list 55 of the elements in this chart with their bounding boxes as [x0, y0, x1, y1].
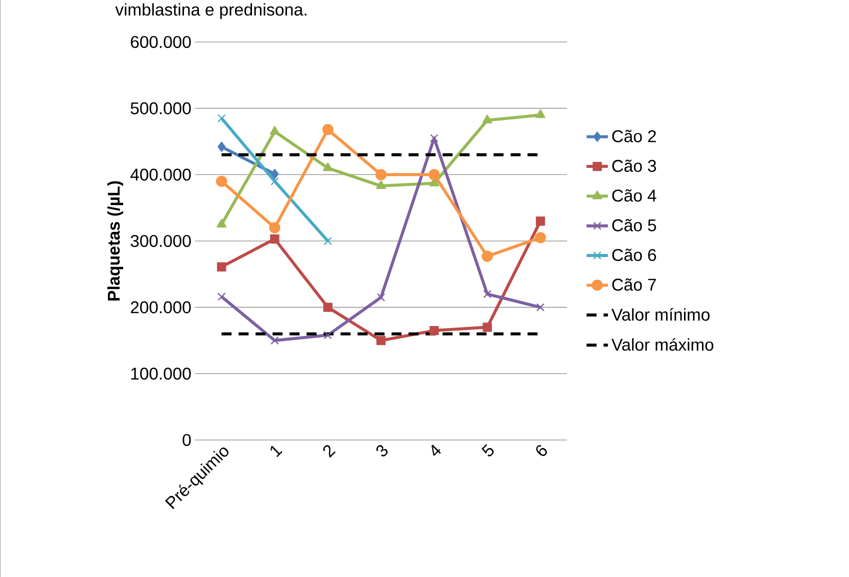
point — [483, 290, 492, 298]
x-tick-label: 3 — [376, 445, 388, 456]
point — [324, 331, 332, 340]
point — [376, 293, 386, 302]
x-tick-label: 4 — [432, 444, 441, 456]
point — [270, 168, 279, 180]
chart-title: vimblastina e prednisona. — [115, 3, 306, 20]
point — [216, 262, 226, 272]
point — [217, 114, 226, 122]
point — [324, 236, 332, 246]
point — [323, 302, 332, 312]
y-tick-label: 100.000 — [131, 368, 191, 380]
point — [430, 326, 439, 336]
point — [269, 222, 280, 234]
point — [322, 162, 333, 172]
point — [376, 336, 386, 346]
point — [218, 142, 226, 152]
point — [270, 126, 280, 135]
point — [322, 124, 334, 136]
point — [536, 216, 546, 226]
point — [536, 303, 545, 312]
y-tick-label: 600.000 — [130, 36, 191, 48]
point — [428, 169, 440, 180]
y-tick-label: 400.000 — [130, 168, 191, 181]
x-tick-label: 2 — [323, 445, 336, 458]
y-tick-label: 0 — [182, 434, 191, 446]
point — [270, 177, 279, 186]
y-axis-title: Plaquetas (/µL) — [107, 181, 124, 300]
legend-label: Cão 2 — [612, 130, 656, 142]
point — [482, 250, 493, 262]
point — [482, 322, 492, 332]
x-tick-label: 5 — [482, 444, 494, 456]
y-tick-label: 500.000 — [130, 102, 191, 114]
point — [376, 180, 386, 190]
y-tick-label: 300.000 — [130, 234, 191, 248]
legend-label: Cão 6 — [612, 248, 656, 262]
point — [216, 218, 227, 228]
x-tick-label: 1 — [270, 446, 282, 458]
legend-label: Cão 7 — [612, 278, 656, 291]
point — [270, 336, 279, 345]
point — [217, 292, 226, 301]
point — [216, 176, 228, 187]
legend-label: Valor máximo — [611, 338, 714, 351]
point — [482, 114, 492, 124]
x-tick-label: 6 — [536, 445, 547, 456]
y-tick-label: 200.000 — [130, 301, 191, 314]
legend-label: Cão 3 — [612, 160, 656, 172]
point — [430, 134, 438, 142]
point — [535, 109, 546, 118]
point — [534, 232, 546, 244]
legend-label: Cão 4 — [612, 189, 656, 202]
legend-label: Cão 5 — [612, 218, 656, 232]
point — [270, 234, 280, 244]
point — [375, 169, 387, 180]
legend-label: Valor mínimo — [611, 308, 710, 321]
